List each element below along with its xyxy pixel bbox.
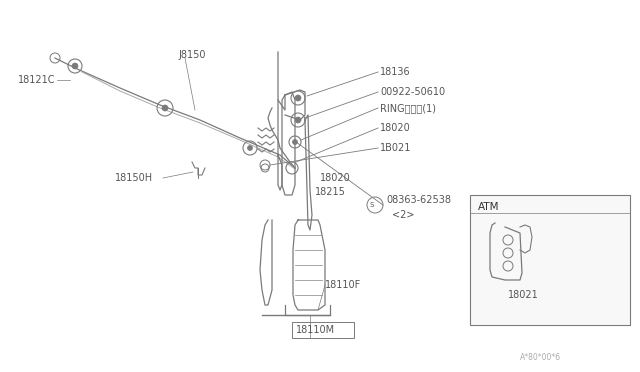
Text: 18020: 18020	[320, 173, 351, 183]
Circle shape	[295, 95, 301, 101]
Circle shape	[162, 105, 168, 111]
Bar	[292, 322, 354, 338]
Text: 18150H: 18150H	[115, 173, 153, 183]
Circle shape	[292, 140, 298, 144]
Text: 18121C: 18121C	[18, 75, 56, 85]
Circle shape	[248, 145, 253, 151]
Text: ATM: ATM	[478, 202, 499, 212]
Text: 18215: 18215	[315, 187, 346, 197]
Text: <2>: <2>	[392, 210, 415, 220]
Circle shape	[72, 63, 78, 69]
Text: J8150: J8150	[178, 50, 205, 60]
Text: A*80*00*6: A*80*00*6	[520, 353, 561, 362]
Text: 18136: 18136	[380, 67, 411, 77]
Text: RINGリング(1): RINGリング(1)	[380, 103, 436, 113]
Text: 1B021: 1B021	[380, 143, 412, 153]
Text: 08363-62538: 08363-62538	[386, 195, 451, 205]
Text: 18021: 18021	[508, 290, 539, 300]
Text: S: S	[370, 202, 374, 208]
Circle shape	[295, 117, 301, 123]
Bar	[470, 195, 630, 325]
Text: 18110F: 18110F	[325, 280, 361, 290]
Text: 18020: 18020	[380, 123, 411, 133]
Text: 18110M: 18110M	[296, 325, 335, 335]
Text: 00922-50610: 00922-50610	[380, 87, 445, 97]
